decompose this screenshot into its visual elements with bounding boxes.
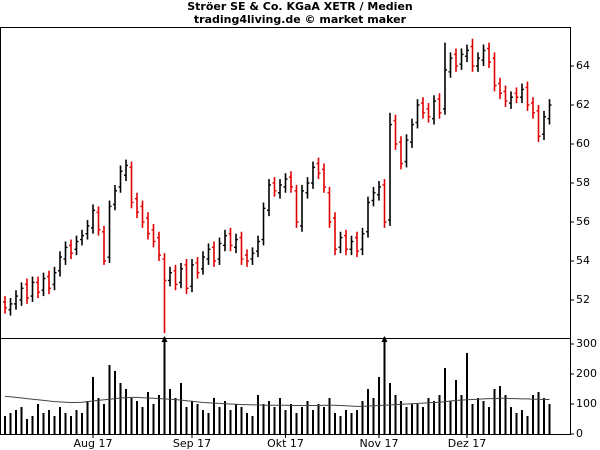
y-tick-label: 62 <box>576 98 590 111</box>
x-tick-label: Sep 17 <box>173 437 211 450</box>
volume-tick-label: 100 <box>576 397 597 410</box>
y-tick-label: 58 <box>576 176 590 189</box>
volume-overflow-arrow <box>161 336 168 342</box>
y-tick-label: 54 <box>576 254 590 267</box>
chart-subtitle: trading4living.de © market maker <box>194 13 407 26</box>
y-tick-label: 64 <box>576 59 590 72</box>
y-tick-label: 56 <box>576 215 590 228</box>
x-tick-label: Dez 17 <box>448 437 487 450</box>
volume-tick-label: 300 <box>576 337 597 350</box>
y-tick-label: 52 <box>576 293 590 306</box>
volume-tick-label: 0 <box>576 427 583 440</box>
y-tick-label: 60 <box>576 137 590 150</box>
x-tick-label: Okt 17 <box>267 437 304 450</box>
volume-tick-label: 200 <box>576 367 597 380</box>
x-tick-label: Aug 17 <box>74 437 113 450</box>
volume-average <box>4 396 550 407</box>
volume-overflow-arrow <box>381 336 388 342</box>
chart-title: Ströer SE & Co. KGaA XETR / Medien <box>187 0 413 13</box>
x-tick-label: Nov 17 <box>360 437 399 450</box>
